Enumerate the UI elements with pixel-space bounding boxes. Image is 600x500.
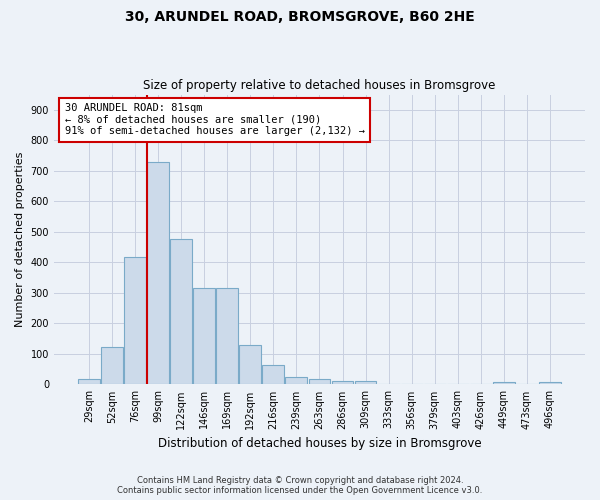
X-axis label: Distribution of detached houses by size in Bromsgrove: Distribution of detached houses by size … (158, 437, 481, 450)
Bar (147, 162, 169, 384)
Bar (217, 288, 238, 384)
Bar (286, 377, 307, 384)
Text: 30 ARUNDEL ROAD: 81sqm
← 8% of detached houses are smaller (190)
91% of semi-det: 30 ARUNDEL ROAD: 81sqm ← 8% of detached … (65, 104, 365, 136)
Bar (239, 345, 261, 385)
Bar (332, 382, 353, 384)
Text: Contains HM Land Registry data © Crown copyright and database right 2024.
Contai: Contains HM Land Registry data © Crown c… (118, 476, 482, 495)
Bar (170, 238, 192, 384)
Bar (101, 347, 123, 385)
Text: 30, ARUNDEL ROAD, BROMSGROVE, B60 2HE: 30, ARUNDEL ROAD, BROMSGROVE, B60 2HE (125, 10, 475, 24)
Bar (262, 364, 284, 384)
Bar (355, 382, 376, 384)
Bar (124, 257, 146, 384)
Bar (539, 382, 561, 384)
Title: Size of property relative to detached houses in Bromsgrove: Size of property relative to detached ho… (143, 79, 496, 92)
Bar (308, 379, 331, 384)
Bar (78, 379, 100, 384)
Bar (193, 288, 215, 384)
Bar (493, 382, 515, 384)
Y-axis label: Number of detached properties: Number of detached properties (15, 152, 25, 327)
